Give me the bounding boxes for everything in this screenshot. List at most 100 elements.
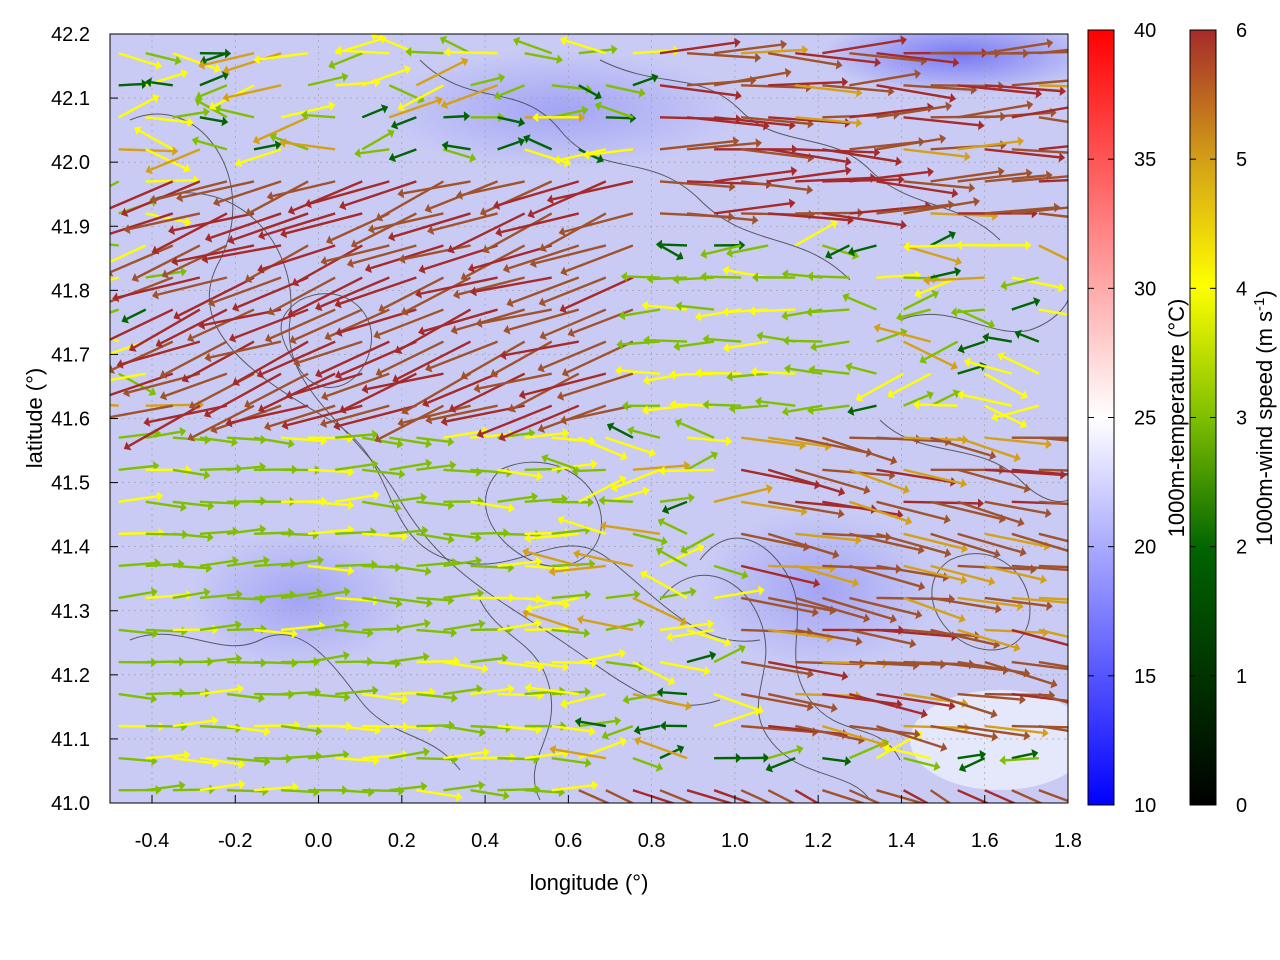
wind-vector-head bbox=[110, 364, 116, 374]
wind-vector bbox=[443, 468, 477, 474]
wind-vector-head bbox=[266, 191, 274, 201]
wind-vector bbox=[632, 660, 671, 682]
wind-vector bbox=[470, 724, 507, 730]
wind-vector-head bbox=[887, 389, 895, 399]
wind-vector bbox=[481, 404, 553, 435]
wind-vector bbox=[298, 340, 363, 364]
wind-vector bbox=[420, 276, 498, 295]
wind-vector-head bbox=[151, 94, 160, 103]
wind-vector-head bbox=[957, 343, 965, 354]
wind-vector-head bbox=[418, 326, 426, 336]
wind-vector bbox=[213, 276, 282, 304]
wind-vector-head bbox=[415, 288, 422, 299]
wind-vector-head bbox=[882, 743, 890, 754]
wind-vector bbox=[632, 49, 674, 55]
wind-vector bbox=[210, 212, 282, 239]
wind-vector bbox=[551, 84, 587, 91]
wind-vector-head bbox=[724, 637, 732, 648]
wind-vector bbox=[768, 80, 843, 87]
wind-vector-head bbox=[398, 469, 406, 480]
wind-vector-head bbox=[333, 420, 341, 431]
wind-vector bbox=[498, 180, 580, 207]
wind-vector-head bbox=[264, 333, 273, 343]
wind-vector bbox=[416, 756, 453, 761]
wind-vector bbox=[443, 559, 477, 568]
wind-vector-head bbox=[244, 399, 252, 409]
wind-vector-head bbox=[141, 79, 148, 90]
wind-vector-head bbox=[195, 91, 203, 101]
wind-vector-head bbox=[806, 184, 814, 195]
wind-vector-head bbox=[517, 137, 525, 147]
wind-vector bbox=[234, 308, 309, 340]
wind-vector-head bbox=[335, 45, 342, 56]
wind-vector-head bbox=[232, 302, 240, 312]
wind-vector bbox=[218, 180, 282, 204]
wind-vector bbox=[957, 436, 1016, 459]
wind-vector-head bbox=[900, 327, 908, 338]
wind-vector-head bbox=[596, 154, 604, 164]
x-tick-label: 1.4 bbox=[888, 830, 916, 852]
x-tick-label: 0.8 bbox=[638, 830, 666, 852]
wind-vector-head bbox=[441, 140, 449, 151]
wind-vector-head bbox=[100, 299, 107, 308]
wind-vector-head bbox=[159, 391, 168, 401]
wind-vector bbox=[957, 532, 1022, 554]
wind-vector bbox=[524, 751, 564, 760]
wind-vector-head bbox=[581, 105, 589, 116]
wind-vector bbox=[281, 532, 314, 537]
wind-vector bbox=[473, 244, 553, 270]
wind-vector-head bbox=[499, 350, 507, 360]
temperature-colorbar-ticks: 10 15 20 25 30 35 40 bbox=[1088, 20, 1156, 817]
wind-vector bbox=[226, 724, 265, 733]
wind-vector bbox=[647, 404, 688, 412]
wind-vector bbox=[822, 564, 897, 571]
wind-vector bbox=[389, 529, 423, 536]
wind-vector-head bbox=[158, 527, 165, 538]
contour-line bbox=[129, 633, 461, 771]
wind-vector bbox=[145, 179, 194, 183]
wind-vector bbox=[497, 660, 539, 669]
wind-vector-head bbox=[1076, 311, 1083, 321]
wind-vector-head bbox=[728, 403, 736, 414]
wind-vector-head bbox=[939, 134, 947, 144]
wind-vector-head bbox=[958, 763, 967, 773]
wind-vector-head bbox=[258, 693, 265, 703]
cold-region-north bbox=[380, 50, 740, 170]
wind-vector bbox=[794, 223, 834, 247]
wind-vector-head bbox=[256, 369, 265, 379]
wind-vector-head bbox=[1035, 88, 1043, 99]
wind-vector bbox=[713, 589, 760, 600]
wind-vector-head bbox=[622, 694, 630, 705]
wind-vector-head bbox=[847, 406, 855, 416]
wind-vector bbox=[110, 372, 146, 382]
wind-vector-head bbox=[518, 389, 526, 400]
wind-vector-head bbox=[784, 363, 791, 374]
wind-vector-head bbox=[390, 120, 399, 130]
wind-vector bbox=[962, 340, 986, 350]
wind-vector-head bbox=[482, 663, 489, 674]
wind-vector-head bbox=[479, 727, 486, 738]
wind-vector-head bbox=[145, 77, 152, 88]
wind-vector-head bbox=[641, 300, 648, 311]
wind-vector-head bbox=[845, 362, 853, 372]
wind-vector-head bbox=[680, 544, 689, 554]
wind-vector-head bbox=[838, 486, 846, 497]
wind-vector bbox=[199, 436, 233, 444]
wind-vector-head bbox=[722, 342, 730, 353]
wind-vector-head bbox=[726, 371, 733, 382]
wind-vector bbox=[524, 788, 560, 794]
wind-vector-head bbox=[204, 409, 212, 418]
wind-vector-head bbox=[563, 157, 572, 167]
wind-vector bbox=[1011, 276, 1060, 289]
wind-vector bbox=[957, 789, 990, 803]
wind-vector bbox=[903, 340, 953, 367]
wind-vector-head bbox=[214, 104, 222, 115]
wind-vector bbox=[443, 724, 481, 734]
wind-vector bbox=[110, 308, 174, 341]
wind-vector-head bbox=[531, 491, 539, 502]
wind-vector bbox=[1011, 692, 1068, 703]
wind-vector-head bbox=[977, 498, 984, 509]
wind-vector-head bbox=[614, 716, 622, 727]
wind-vector-head bbox=[168, 225, 175, 236]
wind-vector bbox=[741, 180, 808, 191]
